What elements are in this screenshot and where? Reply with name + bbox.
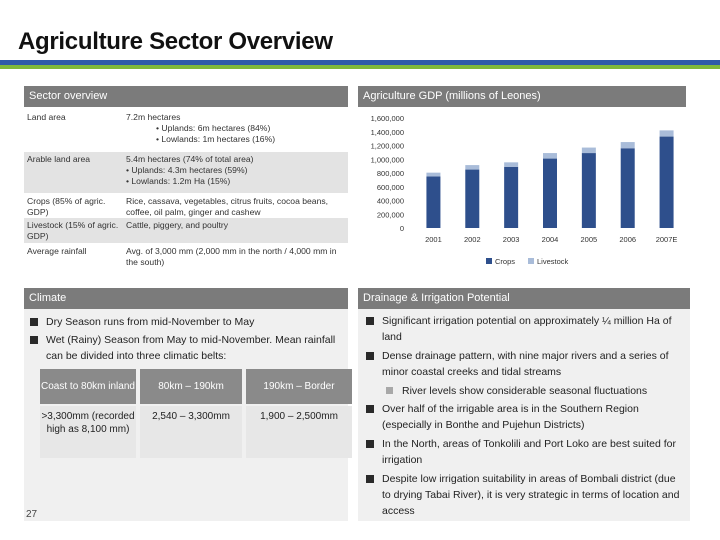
bar-crops <box>426 176 441 228</box>
drainage-sub-bullet: River levels show considerable seasonal … <box>386 383 686 399</box>
drainage-bullet: In the North, areas of Tonkolili and Por… <box>366 436 684 468</box>
drainage-bullet-text: Significant irrigation potential on appr… <box>382 315 672 343</box>
bar-crops <box>659 136 674 228</box>
overview-value: 7.2m hectares • Uplands: 6m hectares (84… <box>126 112 346 145</box>
overview-label: Livestock (15% of agric. GDP) <box>27 220 119 241</box>
bar-livestock <box>659 130 674 137</box>
y-tick-label: 800,000 <box>377 169 404 178</box>
overview-row-crops: Crops (85% of agric. GDP) Rice, cassava,… <box>24 194 348 218</box>
y-tick-label: 1,600,000 <box>371 114 404 123</box>
climate-bullet-text: Wet (Rainy) Season from May to mid-Novem… <box>46 334 336 362</box>
y-tick-label: 1,000,000 <box>371 155 404 164</box>
overview-value-sub: • Uplands: 6m hectares (84%) <box>156 123 271 133</box>
bar-crops <box>504 166 519 228</box>
bar-crops <box>620 148 635 228</box>
overview-row-land-area: Land area 7.2m hectares • Uplands: 6m he… <box>24 110 348 152</box>
bar-livestock <box>543 153 557 159</box>
bar-livestock <box>581 147 596 154</box>
climate-cell: >3,300mm (recorded high as 8,100 mm) <box>40 406 136 458</box>
bullet-square-icon <box>386 387 393 394</box>
y-tick-label: 400,000 <box>377 197 404 206</box>
overview-value-sub: • Lowlands: 1m hectares (16%) <box>156 134 276 144</box>
overview-label: Crops (85% of agric. GDP) <box>27 196 106 217</box>
x-tick-label: 2005 <box>581 235 598 244</box>
drainage-bullet: Dense drainage pattern, with nine major … <box>366 348 686 380</box>
y-tick-label: 1,200,000 <box>371 142 404 151</box>
drainage-bullet-text: Over half of the irrigable area is in th… <box>382 403 639 431</box>
climate-bullet: Dry Season runs from mid-November to May <box>30 314 342 330</box>
overview-row-arable-land: Arable land area 5.4m hectares (74% of t… <box>24 152 348 194</box>
overview-value-sub: • Lowlands: 1.2m Ha (15%) <box>126 176 231 186</box>
overview-value: Cattle, piggery, and poultry <box>126 220 229 230</box>
bar-livestock <box>620 142 635 149</box>
bar-livestock <box>465 165 480 170</box>
legend-label: Livestock <box>537 257 569 266</box>
drainage-bullet-text: Dense drainage pattern, with nine major … <box>382 350 669 378</box>
drainage-bullet-text: River levels show considerable seasonal … <box>402 385 648 397</box>
bar-livestock <box>426 172 441 177</box>
title-rule-blue <box>0 60 720 65</box>
climate-bullet: Wet (Rainy) Season from May to mid-Novem… <box>30 332 342 364</box>
overview-label: Arable land area <box>27 154 91 164</box>
climate-col-header: Coast to 80km inland <box>40 369 136 404</box>
bar-crops <box>581 153 596 228</box>
overview-label: Average rainfall <box>27 246 87 256</box>
drainage-panel <box>358 309 690 521</box>
bullet-square-icon <box>30 336 38 344</box>
drainage-bullet: Over half of the irrigable area is in th… <box>366 401 684 433</box>
bullet-square-icon <box>366 352 374 360</box>
legend-label: Crops <box>495 257 515 266</box>
x-tick-label: 2003 <box>503 235 520 244</box>
page-title: Agriculture Sector Overview <box>18 28 333 55</box>
y-tick-label: 0 <box>400 224 404 233</box>
overview-value: Avg. of 3,000 mm (2,000 mm in the north … <box>126 246 337 267</box>
legend-swatch <box>528 258 534 264</box>
overview-label: Land area <box>27 112 66 122</box>
x-tick-label: 2007E <box>656 235 678 244</box>
bar-crops <box>543 158 557 228</box>
legend-swatch <box>486 258 492 264</box>
agriculture-gdp-chart: 0 200,000 400,000 600,000 800,000 1,000,000 1,… <box>371 114 678 266</box>
y-tick-label: 1,400,000 <box>371 128 404 137</box>
x-tick-label: 2002 <box>464 235 481 244</box>
overview-value-main: 5.4m hectares (74% of total area) <box>126 154 254 164</box>
climate-bullet-text: Dry Season runs from mid-November to May <box>46 316 255 328</box>
bullet-square-icon <box>30 318 38 326</box>
drainage-bullet-text: In the North, areas of Tonkolili and Por… <box>382 438 676 466</box>
overview-value: Rice, cassava, vegetables, citrus fruits… <box>126 196 329 217</box>
chart-header: Agriculture GDP (millions of Leones) <box>358 86 686 107</box>
bullet-square-icon <box>366 317 374 325</box>
overview-value-sub: • Uplands: 4.3m hectares (59%) <box>126 165 248 175</box>
bullet-square-icon <box>366 405 374 413</box>
overview-row-rainfall: Average rainfall Avg. of 3,000 mm (2,000… <box>24 244 348 272</box>
y-tick-label: 600,000 <box>377 183 404 192</box>
overview-row-livestock: Livestock (15% of agric. GDP) Cattle, pi… <box>24 218 348 244</box>
drainage-bullet-text: Despite low irrigation suitability in ar… <box>382 473 680 517</box>
climate-col-header: 190km – Border <box>246 369 352 404</box>
y-tick-label: 200,000 <box>377 210 404 219</box>
climate-cell: 2,540 – 3,300mm <box>140 406 242 458</box>
bar-crops <box>465 169 480 228</box>
x-tick-label: 2004 <box>542 235 559 244</box>
drainage-bullet: Significant irrigation potential on appr… <box>366 313 684 345</box>
bullet-square-icon <box>366 440 374 448</box>
drainage-header: Drainage & Irrigation Potential <box>358 288 690 309</box>
bar-livestock <box>504 162 519 167</box>
overview-value-main: 7.2m hectares <box>126 112 181 122</box>
climate-cell: 1,900 – 2,500mm <box>246 406 352 458</box>
bullet-square-icon <box>366 475 374 483</box>
sector-overview-header: Sector overview <box>24 86 348 107</box>
x-tick-label: 2006 <box>619 235 636 244</box>
climate-col-header: 80km – 190km <box>140 369 242 404</box>
overview-value: 5.4m hectares (74% of total area) • Upla… <box>126 154 346 187</box>
climate-header: Climate <box>24 288 348 309</box>
page-number: 27 <box>26 509 38 520</box>
x-tick-label: 2001 <box>425 235 442 244</box>
title-rule-green <box>0 65 720 69</box>
drainage-bullet: Despite low irrigation suitability in ar… <box>366 471 684 519</box>
